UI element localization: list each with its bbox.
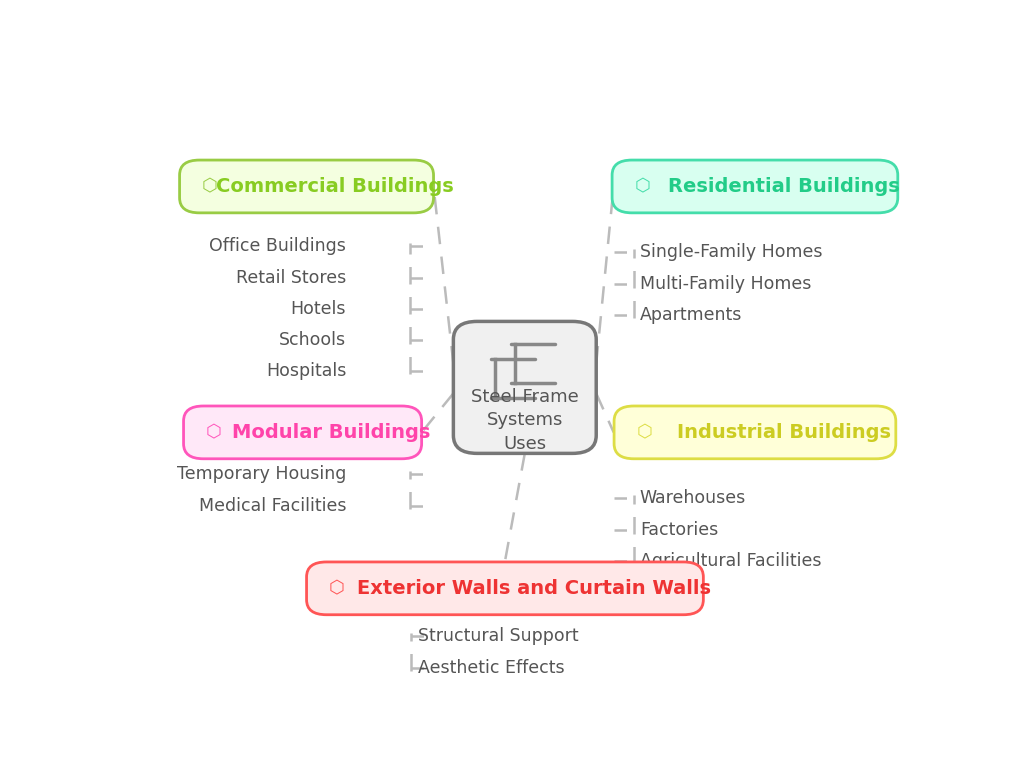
Text: Hotels: Hotels [291,300,346,318]
Text: Factories: Factories [640,520,718,538]
FancyBboxPatch shape [612,160,898,213]
Text: ⬡: ⬡ [636,423,652,442]
Text: Structural Support: Structural Support [418,627,579,645]
Text: Temporary Housing: Temporary Housing [177,465,346,484]
Text: Apartments: Apartments [640,306,742,324]
Text: ⬡: ⬡ [635,178,650,196]
Text: Agricultural Facilities: Agricultural Facilities [640,552,821,569]
Text: Retail Stores: Retail Stores [236,269,346,287]
Text: Modular Buildings: Modular Buildings [232,423,430,442]
Text: Office Buildings: Office Buildings [209,238,346,256]
Text: Commercial Buildings: Commercial Buildings [216,177,454,196]
Text: Single-Family Homes: Single-Family Homes [640,243,822,262]
FancyBboxPatch shape [306,562,703,615]
Text: ⬡: ⬡ [329,580,345,597]
Text: Hospitals: Hospitals [266,362,346,380]
Text: Industrial Buildings: Industrial Buildings [677,423,891,442]
FancyBboxPatch shape [179,160,433,213]
Text: ⬡: ⬡ [206,423,221,442]
Text: Schools: Schools [280,331,346,349]
Text: Aesthetic Effects: Aesthetic Effects [418,658,564,676]
Text: ⬡: ⬡ [202,178,218,196]
FancyBboxPatch shape [454,322,596,453]
Text: Steel Frame
Systems
Uses: Steel Frame Systems Uses [471,388,579,453]
FancyBboxPatch shape [183,406,422,459]
Text: Residential Buildings: Residential Buildings [668,177,899,196]
Text: Multi-Family Homes: Multi-Family Homes [640,275,811,293]
FancyBboxPatch shape [614,406,896,459]
Text: Warehouses: Warehouses [640,489,746,507]
Text: Medical Facilities: Medical Facilities [199,496,346,515]
Text: Exterior Walls and Curtain Walls: Exterior Walls and Curtain Walls [356,579,711,597]
